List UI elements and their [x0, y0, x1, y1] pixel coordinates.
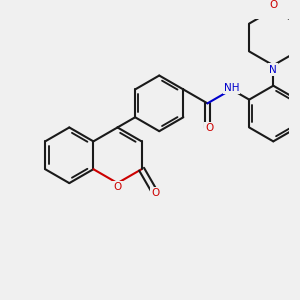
Text: O: O: [152, 188, 160, 198]
Text: N: N: [269, 64, 277, 74]
Text: O: O: [205, 123, 214, 133]
Text: NH: NH: [224, 83, 239, 93]
Text: O: O: [269, 1, 278, 10]
Text: O: O: [113, 182, 122, 192]
